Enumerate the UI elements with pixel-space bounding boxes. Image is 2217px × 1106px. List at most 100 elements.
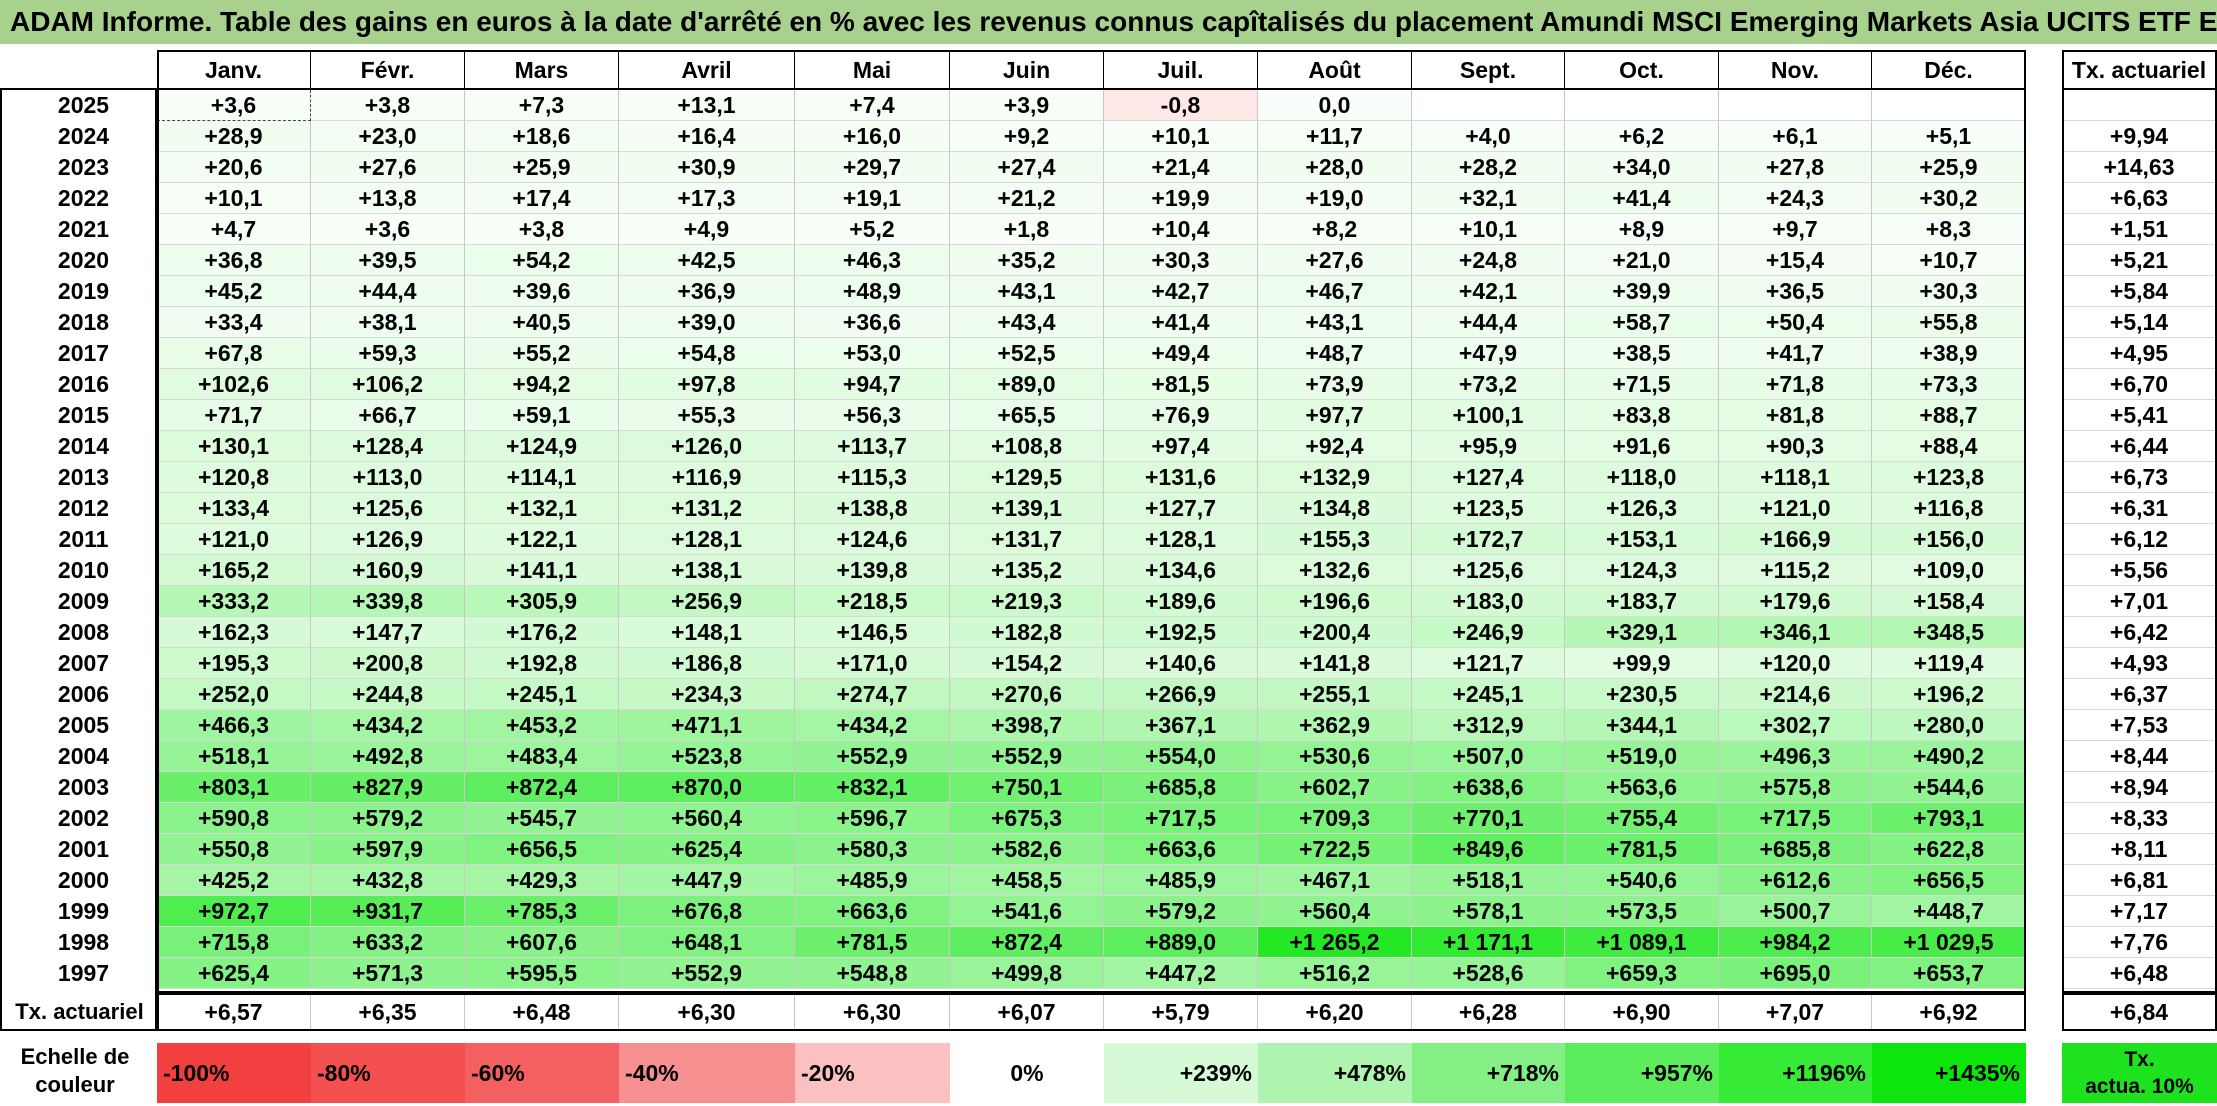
gain-cell: +160,9 [311,555,465,586]
gain-cell: +42,5 [619,245,795,276]
gain-cell: +8,3 [1872,214,2026,245]
gain-cell: +972,7 [157,896,311,927]
footer-rate-cell: +6,35 [311,993,465,1031]
gain-cell: +88,7 [1872,400,2026,431]
gain-cell: +66,7 [311,400,465,431]
gain-cell: +114,1 [465,462,619,493]
gain-cell: +94,2 [465,369,619,400]
gain-cell: +122,1 [465,524,619,555]
gain-cell: +755,4 [1565,803,1719,834]
gain-cell: +153,1 [1565,524,1719,555]
gain-cell: +118,1 [1719,462,1872,493]
gain-cell: +34,0 [1565,152,1719,183]
gain-cell: +518,1 [1412,865,1565,896]
gain-cell: +179,6 [1719,586,1872,617]
gain-cell: +695,0 [1719,958,1872,989]
footer-rate-cell: +6,30 [795,993,950,1031]
gain-cell: +675,3 [950,803,1104,834]
month-header: Janv. [157,50,311,90]
gain-cell: +128,4 [311,431,465,462]
gain-cell: +656,5 [465,834,619,865]
rate-cell: +6,12 [2062,524,2217,555]
rate-cell [2062,90,2217,121]
gain-cell: +89,0 [950,369,1104,400]
rate-cell: +5,41 [2062,400,2217,431]
gain-cell: +663,6 [795,896,950,927]
gain-cell: +90,3 [1719,431,1872,462]
gain-cell: +507,0 [1412,741,1565,772]
gain-cell: +73,9 [1258,369,1412,400]
gain-cell: +116,8 [1872,493,2026,524]
gain-cell: +9,7 [1719,214,1872,245]
gain-cell: +28,0 [1258,152,1412,183]
gain-cell: +4,0 [1412,121,1565,152]
page-title: ADAM Informe. Table des gains en euros à… [0,0,2217,44]
gain-cell: +633,2 [311,927,465,958]
year-label: 2022 [57,185,110,211]
gain-cell: +71,5 [1565,369,1719,400]
gain-cell: +429,3 [465,865,619,896]
gain-cell: +214,6 [1719,679,1872,710]
gain-cell: +119,4 [1872,648,2026,679]
gain-cell: +246,9 [1412,617,1565,648]
gain-cell: +48,9 [795,276,950,307]
gain-cell: +27,6 [1258,245,1412,276]
gain-cell: +23,0 [311,121,465,152]
gain-cell: +434,2 [795,710,950,741]
gain-cell: +21,4 [1104,152,1258,183]
gain-cell: +367,1 [1104,710,1258,741]
gain-cell: +41,4 [1104,307,1258,338]
gain-cell: +186,8 [619,648,795,679]
gain-cell: +40,5 [465,307,619,338]
gain-cell: +39,5 [311,245,465,276]
gain-cell: +10,1 [1104,121,1258,152]
year-label: 2010 [57,557,110,583]
rate-cell: +7,17 [2062,896,2217,927]
gain-cell: +10,4 [1104,214,1258,245]
gain-cell: +39,0 [619,307,795,338]
gain-cell: +523,8 [619,741,795,772]
gain-cell: +42,1 [1412,276,1565,307]
gain-cell: +582,6 [950,834,1104,865]
gain-cell: +550,8 [157,834,311,865]
gain-cell: +552,9 [950,741,1104,772]
gain-cell: +73,3 [1872,369,2026,400]
gain-cell: +29,7 [795,152,950,183]
gain-cell: +146,5 [795,617,950,648]
gain-cell [1872,90,2026,121]
gain-cell: +781,5 [1565,834,1719,865]
month-header: Déc. [1872,50,2026,90]
scale-swatch: -60% [465,1043,619,1103]
gain-cell: +10,1 [1412,214,1565,245]
gain-cell: +123,5 [1412,493,1565,524]
gain-cell: +113,0 [311,462,465,493]
gain-cell: +125,6 [1412,555,1565,586]
gain-cell: +544,6 [1872,772,2026,803]
gain-cell: +16,4 [619,121,795,152]
gain-cell: +21,2 [950,183,1104,214]
gain-cell: +95,9 [1412,431,1565,462]
gain-cell: +192,5 [1104,617,1258,648]
gain-cell: +333,2 [157,586,311,617]
gain-cell: +50,4 [1719,307,1872,338]
gain-cell: +803,1 [157,772,311,803]
scale-swatch: +1435% [1872,1043,2026,1103]
gain-cell: +148,1 [619,617,795,648]
month-header: Mars [465,50,619,90]
gain-cell: +432,8 [311,865,465,896]
rate-cell: +7,53 [2062,710,2217,741]
footer-rate-cell: +7,07 [1719,993,1872,1031]
gain-cell: +552,9 [619,958,795,989]
gain-cell: +99,9 [1565,648,1719,679]
month-header: Mai [795,50,950,90]
gain-cell: +625,4 [157,958,311,989]
gain-cell: +362,9 [1258,710,1412,741]
year-label: 2016 [57,371,110,397]
year-label: 2018 [57,309,110,335]
gain-cell: +280,0 [1872,710,2026,741]
gain-cell: +717,5 [1719,803,1872,834]
rate-cell: +14,63 [2062,152,2217,183]
gain-cell: +793,1 [1872,803,2026,834]
gain-cell: +499,8 [950,958,1104,989]
footer-rate-cell: +5,79 [1104,993,1258,1031]
